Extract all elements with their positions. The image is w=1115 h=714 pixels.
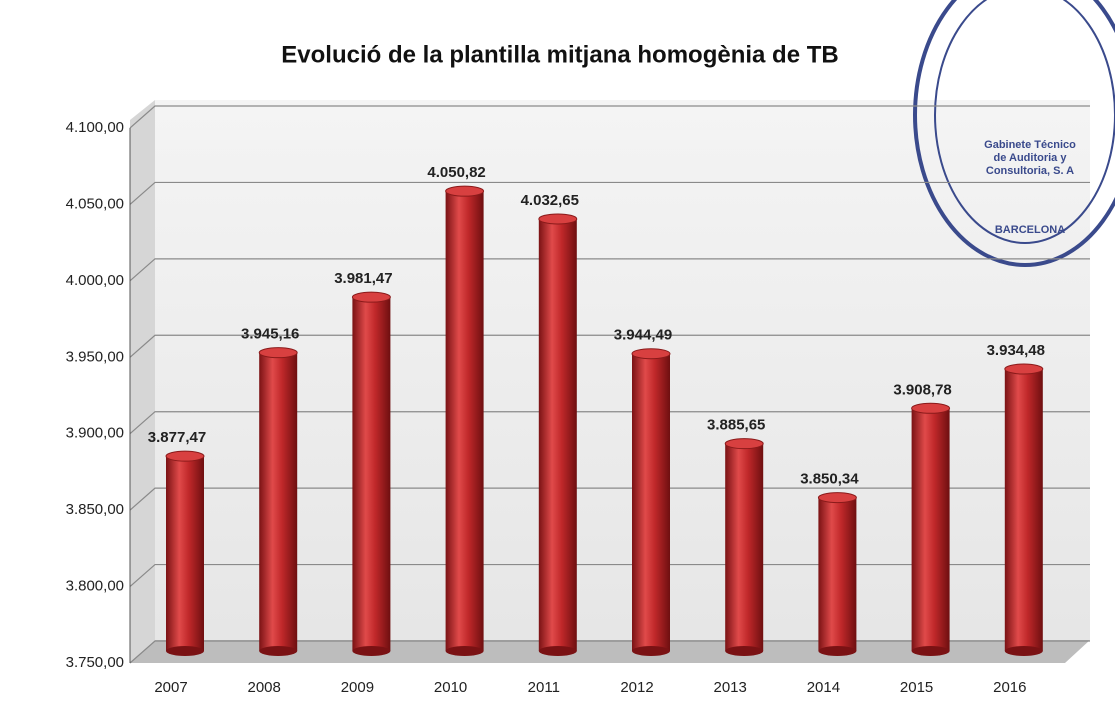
bar <box>165 450 205 656</box>
x-tick-label: 2015 <box>900 679 933 696</box>
x-tick-label: 2008 <box>248 679 281 696</box>
side-wall <box>130 100 155 663</box>
bar-bottom <box>166 646 204 656</box>
y-tick-label: 4.000,00 <box>66 272 124 289</box>
bar <box>817 492 857 656</box>
chart-title: Evolució de la plantilla mitjana homogèn… <box>281 41 838 68</box>
data-label: 3.934,48 <box>987 342 1045 359</box>
stamp-line: de Auditoria y <box>994 152 1068 164</box>
data-label: 3.981,47 <box>334 270 392 287</box>
bar-bottom <box>445 646 484 656</box>
bar-body <box>445 191 484 651</box>
stamp-ring <box>934 0 1115 244</box>
y-tick-label: 3.900,00 <box>66 425 124 442</box>
bar <box>445 185 485 656</box>
y-tick-label: 4.100,00 <box>66 119 124 136</box>
grid-line <box>129 563 1090 588</box>
bar-bottom <box>911 646 950 656</box>
y-tick-label: 3.850,00 <box>66 501 124 518</box>
y-tick-label: 3.800,00 <box>66 578 124 595</box>
bar <box>631 348 671 656</box>
bar-body <box>166 456 204 651</box>
data-label: 3.850,34 <box>800 471 859 488</box>
grid-line <box>129 411 1090 435</box>
bar-bottom <box>818 646 857 656</box>
bar-bottom <box>352 646 391 656</box>
y-tick-label: 4.050,00 <box>66 195 124 212</box>
grid-line <box>129 105 1090 129</box>
bar-top <box>817 492 857 504</box>
data-label: 3.908,78 <box>893 381 951 398</box>
bar-body <box>1004 369 1043 651</box>
stamp-line: Gabinete Técnico <box>984 139 1076 151</box>
bar-bottom <box>259 646 298 656</box>
bar-bottom <box>1004 646 1043 656</box>
x-tick-label: 2012 <box>620 679 653 696</box>
bar-top <box>631 348 671 360</box>
bar-top <box>165 450 205 462</box>
data-label: 4.032,65 <box>521 192 579 209</box>
x-tick-label: 2009 <box>341 679 374 696</box>
bar-body <box>352 297 391 651</box>
data-label: 3.944,49 <box>614 327 672 344</box>
stamp-ring <box>913 0 1115 267</box>
bar-top <box>258 347 298 359</box>
bar <box>724 438 764 656</box>
bar-top <box>538 213 578 225</box>
bar-body <box>911 408 950 651</box>
bar <box>538 213 578 656</box>
bar-body <box>538 218 577 651</box>
y-tick-label: 3.750,00 <box>66 654 124 671</box>
bar-bottom <box>632 646 670 656</box>
bar-top <box>724 438 764 450</box>
bar <box>258 347 298 656</box>
grid-line <box>129 334 1090 358</box>
data-label: 3.945,16 <box>241 326 299 343</box>
bar-top <box>351 291 391 303</box>
bar-top <box>1004 363 1044 375</box>
x-tick-label: 2013 <box>714 679 747 696</box>
stamp-line: BARCELONA <box>995 224 1065 236</box>
x-tick-label: 2007 <box>154 679 187 696</box>
grid-line <box>129 640 1090 664</box>
bar-bottom <box>725 646 764 656</box>
stamp-line: Consultoria, S. A <box>986 165 1074 177</box>
bar <box>351 291 391 656</box>
bar <box>911 402 951 656</box>
stamp <box>913 0 1115 267</box>
x-tick-label: 2016 <box>993 679 1026 696</box>
bar-body <box>632 353 670 651</box>
y-tick-label: 3.950,00 <box>66 348 124 365</box>
x-tick-label: 2010 <box>434 679 467 696</box>
x-tick-label: 2011 <box>528 679 560 696</box>
bar <box>1004 363 1044 656</box>
grid-line <box>129 487 1090 511</box>
grid-line <box>129 181 1090 205</box>
data-label: 3.877,47 <box>148 429 206 446</box>
grid-line <box>129 258 1090 282</box>
bar-body <box>818 497 857 651</box>
data-label: 4.050,82 <box>427 164 485 181</box>
bar-body <box>259 352 298 651</box>
bar-bottom <box>538 646 577 656</box>
data-label: 3.885,65 <box>707 417 765 434</box>
bar-body <box>725 443 764 651</box>
x-tick-label: 2014 <box>807 679 840 696</box>
bar-top <box>445 185 485 197</box>
bar-top <box>911 402 951 414</box>
